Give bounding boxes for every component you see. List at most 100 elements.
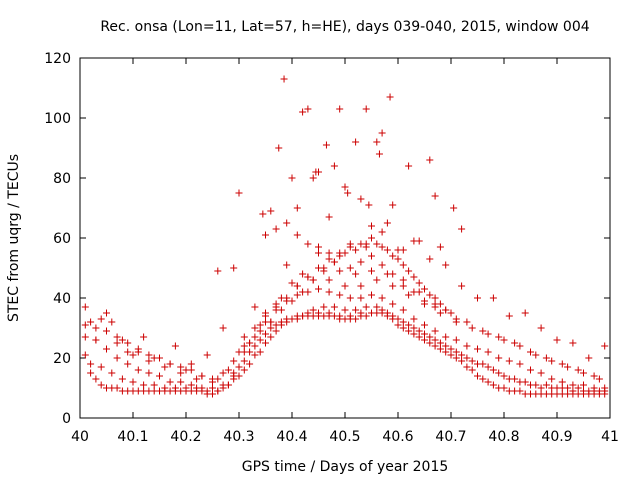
data-point	[399, 306, 407, 314]
data-point	[405, 327, 413, 335]
data-point	[365, 201, 373, 209]
data-point	[209, 384, 216, 392]
data-point	[421, 321, 428, 329]
data-point	[362, 240, 370, 248]
y-axis-ticks: 0 20 40 60 80 100 120	[44, 51, 610, 427]
data-point	[352, 270, 360, 278]
data-point	[532, 381, 540, 389]
data-point	[378, 294, 386, 302]
data-point	[240, 366, 248, 374]
data-point	[495, 369, 503, 377]
data-point	[500, 384, 508, 392]
x-axis-label: GPS time / Days of year 2015	[242, 459, 449, 475]
data-point	[585, 354, 593, 362]
y-tick-label: 60	[53, 231, 71, 247]
data-point	[463, 342, 471, 350]
data-point	[389, 201, 397, 209]
data-point	[346, 294, 354, 302]
y-axis-label: STEC from uqrg / TECUs	[6, 154, 22, 322]
data-point	[161, 363, 169, 371]
data-point	[383, 309, 391, 317]
data-point	[113, 354, 121, 362]
data-point	[378, 228, 386, 236]
data-point	[187, 381, 195, 389]
data-point	[315, 243, 322, 251]
x-axis-ticks: 40 40.1 40.2 40.3 40.4 40.5 40.6 40.7 40.8 40.9 41	[71, 58, 619, 445]
data-point	[293, 282, 301, 290]
data-point	[288, 315, 296, 323]
data-point	[352, 138, 360, 146]
data-point	[87, 318, 95, 326]
data-point	[325, 255, 333, 263]
data-point	[315, 309, 322, 317]
data-point	[251, 342, 259, 350]
x-tick-label: 40.5	[329, 429, 360, 445]
data-point	[368, 252, 375, 260]
data-point	[548, 357, 556, 365]
y-tick-label: 100	[44, 111, 71, 127]
data-point	[352, 315, 360, 323]
data-point	[410, 288, 418, 296]
data-point	[410, 315, 418, 323]
data-point	[479, 375, 487, 383]
data-point	[516, 387, 524, 395]
data-point	[601, 384, 609, 392]
data-point	[262, 231, 269, 239]
data-point	[410, 273, 418, 281]
y-tick-label: 40	[53, 291, 71, 307]
data-point	[373, 138, 381, 146]
data-point	[166, 360, 174, 368]
data-point	[442, 306, 450, 314]
data-point	[235, 189, 243, 197]
data-point	[585, 387, 593, 395]
data-point	[362, 105, 370, 113]
data-point	[463, 318, 471, 326]
data-point	[537, 324, 545, 332]
data-point	[484, 348, 492, 356]
data-point	[415, 279, 423, 287]
data-point	[299, 312, 307, 320]
y-tick-label: 80	[53, 171, 71, 187]
data-point	[426, 339, 434, 347]
data-point	[108, 369, 116, 377]
data-point	[521, 309, 529, 317]
data-point	[368, 234, 375, 242]
data-point	[399, 261, 407, 269]
data-point	[103, 309, 110, 317]
data-point	[468, 366, 476, 374]
data-point	[601, 342, 609, 350]
data-point	[357, 282, 365, 290]
y-tick-label: 120	[44, 51, 71, 67]
data-points	[81, 75, 609, 398]
data-point	[283, 294, 291, 302]
data-point	[431, 342, 439, 350]
data-point	[399, 324, 407, 332]
data-point	[452, 315, 460, 323]
data-point	[368, 291, 375, 299]
data-point	[336, 105, 344, 113]
data-point	[145, 357, 153, 365]
data-point	[389, 282, 397, 290]
data-point	[97, 363, 105, 371]
data-point	[431, 303, 439, 311]
data-point	[97, 315, 105, 323]
data-point	[193, 384, 201, 392]
data-point	[383, 219, 391, 227]
data-point	[341, 306, 349, 314]
data-point	[495, 354, 503, 362]
data-point	[81, 333, 89, 341]
data-point	[182, 366, 190, 374]
data-point	[569, 387, 577, 395]
data-point	[256, 321, 264, 329]
data-point	[489, 294, 497, 302]
data-point	[124, 348, 132, 356]
data-point	[288, 279, 296, 287]
data-point	[468, 357, 476, 365]
data-point	[304, 273, 312, 281]
data-point	[410, 324, 418, 332]
data-point	[124, 360, 132, 368]
data-point	[505, 312, 513, 320]
data-point	[341, 249, 349, 257]
